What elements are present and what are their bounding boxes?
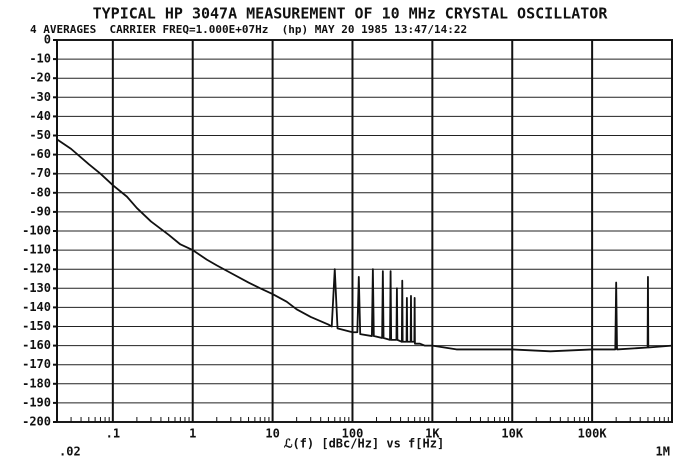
- y-tick-label: -170: [22, 357, 51, 371]
- y-tick-label: -120: [22, 262, 51, 276]
- data-line: [56, 138, 673, 353]
- y-tick-label: 0: [44, 33, 51, 47]
- x-tick-label: 1M: [656, 445, 670, 459]
- y-tick-label: -130: [22, 281, 51, 295]
- y-tick-label: -60: [29, 147, 51, 161]
- y-tick-label: -40: [29, 109, 51, 123]
- y-tick-label: -80: [29, 185, 51, 199]
- y-tick-label: -30: [29, 90, 51, 104]
- y-tick-label: -190: [22, 395, 51, 409]
- y-tick-label: -160: [22, 338, 51, 352]
- x-tick-label: 100K: [578, 427, 608, 441]
- y-tick-label: -70: [29, 166, 51, 180]
- x-tick-label: 100: [342, 427, 364, 441]
- x-tick-label: 1: [189, 427, 196, 441]
- chart-title: TYPICAL HP 3047A MEASUREMENT OF 10 MHz C…: [93, 5, 609, 23]
- y-tick-label: -50: [29, 128, 51, 142]
- x-tick-label: .02: [59, 445, 81, 459]
- y-tick-label: -10: [29, 52, 51, 66]
- y-tick-label: -90: [29, 204, 51, 218]
- y-tick-label: -20: [29, 71, 51, 85]
- y-tick-label: -140: [22, 300, 51, 314]
- y-tick-label: -180: [22, 376, 51, 390]
- y-tick-label: -110: [22, 243, 51, 257]
- y-tick-label: -200: [22, 415, 51, 429]
- x-tick-label: 10K: [501, 427, 523, 441]
- x-axis-label: ℒ(f) [dBc/Hz] vs f[Hz]: [284, 437, 444, 451]
- y-tick-label: -150: [22, 319, 51, 333]
- chart-subtitle: 4 AVERAGES CARRIER FREQ=1.000E+07Hz (hp)…: [30, 23, 467, 36]
- x-tick-label: 10: [265, 427, 279, 441]
- y-tick-label: -100: [22, 224, 51, 238]
- x-tick-label: 1K: [425, 427, 440, 441]
- x-tick-label: .1: [106, 427, 120, 441]
